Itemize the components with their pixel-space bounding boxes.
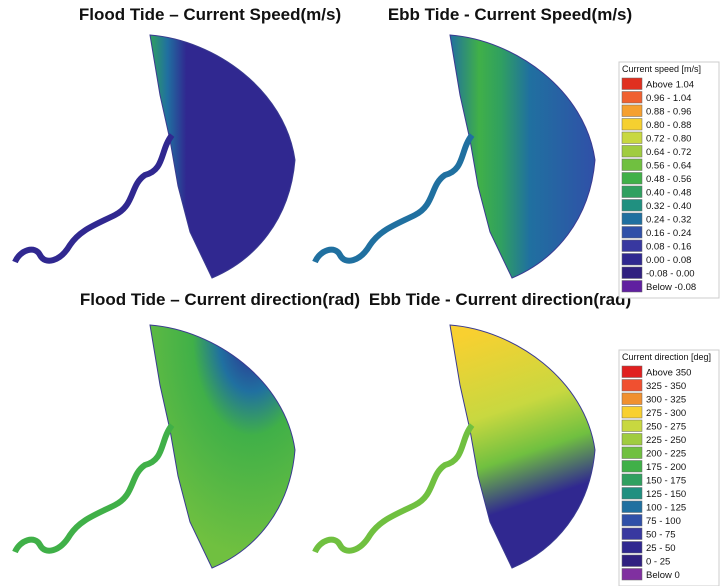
- legend-swatch: [622, 92, 642, 104]
- legend-title: Current direction [deg]: [622, 352, 711, 362]
- legend-swatch: [622, 434, 642, 446]
- legend-label: 225 - 250: [646, 435, 686, 446]
- panel-title: Ebb Tide - Current direction(rad): [369, 290, 631, 309]
- legend-label: 100 - 125: [646, 503, 686, 514]
- legend-swatch: [622, 146, 642, 158]
- legend-swatch: [622, 461, 642, 473]
- legend-swatch: [622, 393, 642, 405]
- map-area: [150, 325, 295, 568]
- legend-swatch: [622, 159, 642, 171]
- panel-ebb-direction: [315, 325, 595, 568]
- legend-swatch: [622, 173, 642, 185]
- legend-label: 0.48 - 0.56: [646, 174, 691, 185]
- legend-swatch: [622, 380, 642, 392]
- river: [315, 135, 472, 262]
- legend-label: 300 - 325: [646, 395, 686, 406]
- legend-label: 0.80 - 0.88: [646, 120, 691, 131]
- panel-flood-speed: [15, 35, 295, 278]
- legend-swatch: [622, 281, 642, 293]
- figure: Flood Tide – Current Speed(m/s) Ebb Tide…: [0, 0, 724, 586]
- legend-swatch: [622, 528, 642, 540]
- legend-swatch: [622, 105, 642, 117]
- map-area: [450, 325, 595, 568]
- legend-swatch: [622, 254, 642, 266]
- legend-swatch: [622, 447, 642, 459]
- legend-swatch: [622, 213, 642, 225]
- legend-swatch: [622, 515, 642, 527]
- legend-swatch: [622, 407, 642, 419]
- legend-label: 125 - 150: [646, 489, 686, 500]
- panel-title: Ebb Tide - Current Speed(m/s): [388, 5, 632, 24]
- legend-label: 200 - 225: [646, 449, 686, 460]
- legend-label: 25 - 50: [646, 543, 676, 554]
- legend-swatch: [622, 132, 642, 144]
- legend-label: Above 350: [646, 368, 691, 379]
- legend-label: 0 - 25: [646, 557, 670, 568]
- legend-swatch: [622, 501, 642, 513]
- legend-swatch: [622, 366, 642, 378]
- legends: Current speed [m/s] Above 1.04 0.96 - 1.04…: [619, 62, 719, 586]
- legend-label: 0.64 - 0.72: [646, 147, 691, 158]
- panel-flood-direction: [15, 325, 295, 568]
- legend-swatch: [622, 227, 642, 239]
- legend-label: 0.56 - 0.64: [646, 161, 691, 172]
- legend-swatch: [622, 186, 642, 198]
- legend-swatch: [622, 240, 642, 252]
- legend-swatch: [622, 420, 642, 432]
- legend-label: Below -0.08: [646, 282, 696, 293]
- legend-label: 175 - 200: [646, 462, 686, 473]
- legend-label: 0.72 - 0.80: [646, 134, 691, 145]
- legend-label: 0.96 - 1.04: [646, 93, 691, 104]
- legend-label: -0.08 - 0.00: [646, 269, 695, 280]
- panel-title: Flood Tide – Current Speed(m/s): [79, 5, 341, 24]
- legend-label: 275 - 300: [646, 408, 686, 419]
- map-area: [450, 35, 595, 278]
- legend-swatch: [622, 78, 642, 90]
- legend-label: 0.88 - 0.96: [646, 107, 691, 118]
- legend-label: 0.16 - 0.24: [646, 228, 691, 239]
- legend-swatch: [622, 569, 642, 581]
- legend-swatch: [622, 474, 642, 486]
- legend-swatch: [622, 119, 642, 131]
- legend-label: 50 - 75: [646, 530, 676, 541]
- legend-swatch: [622, 267, 642, 279]
- map-area: [150, 35, 295, 278]
- legend-swatch: [622, 200, 642, 212]
- legend-swatch: [622, 488, 642, 500]
- legend-label: 250 - 275: [646, 422, 686, 433]
- legend-label: 0.40 - 0.48: [646, 188, 691, 199]
- panel-ebb-speed: [315, 35, 595, 278]
- legend-label: 0.24 - 0.32: [646, 215, 691, 226]
- river: [315, 425, 472, 552]
- legend-label: 150 - 175: [646, 476, 686, 487]
- legend-label: 75 - 100: [646, 516, 681, 527]
- legend-label: 0.00 - 0.08: [646, 255, 691, 266]
- river: [15, 425, 172, 552]
- legend-label: 0.32 - 0.40: [646, 201, 691, 212]
- river: [15, 135, 172, 262]
- panel-title: Flood Tide – Current direction(rad): [80, 290, 360, 309]
- legend-swatch: [622, 542, 642, 554]
- legend-title: Current speed [m/s]: [622, 64, 701, 74]
- legend-label: Above 1.04: [646, 80, 694, 91]
- legend-label: Below 0: [646, 570, 680, 581]
- legend-swatch: [622, 555, 642, 567]
- legend-label: 325 - 350: [646, 381, 686, 392]
- legend-label: 0.08 - 0.16: [646, 242, 691, 253]
